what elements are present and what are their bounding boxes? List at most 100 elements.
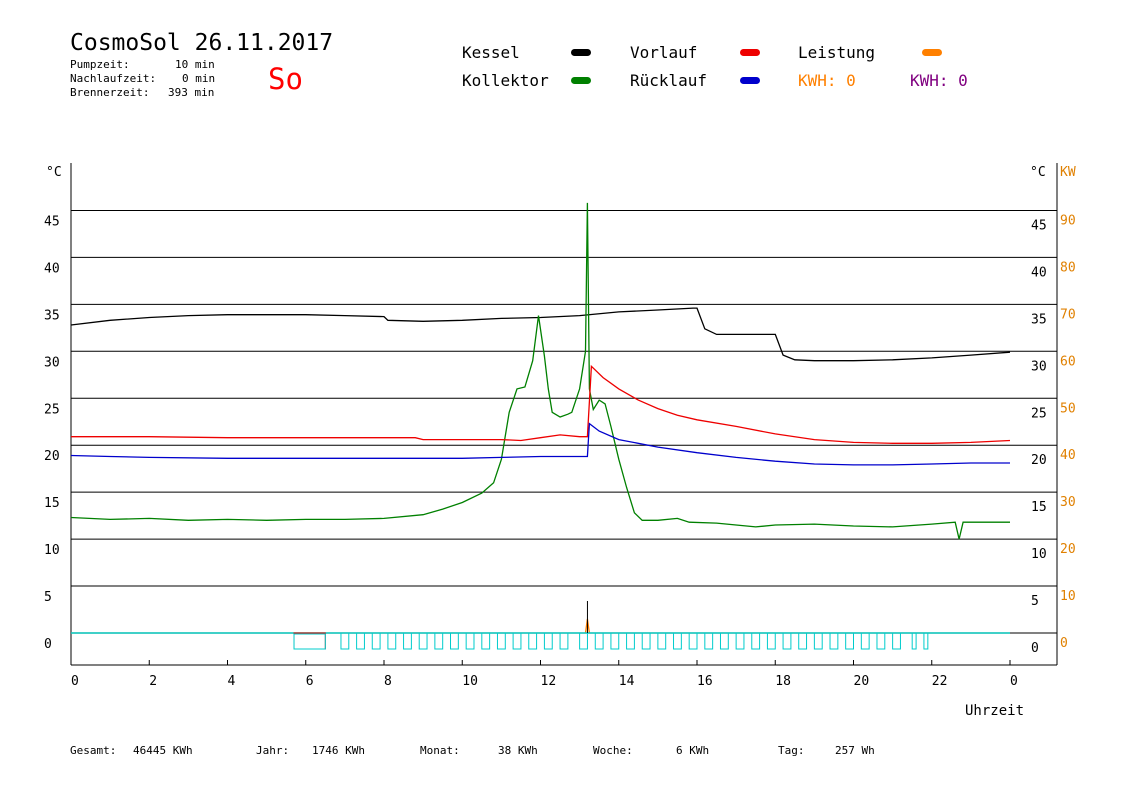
y-tick-left-0: 0 (44, 637, 52, 652)
x-tick-12: 12 (541, 674, 557, 689)
pump-block (579, 632, 588, 650)
legend-ruecklauf-label: Rücklauf (630, 71, 708, 90)
y-tick-left-20: 20 (44, 449, 60, 464)
x-tick-8: 8 (384, 674, 392, 689)
y-tick-right-30: 30 (1031, 359, 1047, 374)
jahr-value: 1746 KWh (312, 744, 365, 757)
pump-block (735, 632, 745, 650)
y-tick-right-0: 0 (1031, 641, 1039, 656)
pump-block (673, 632, 682, 650)
legend-kollektor-swatch (571, 77, 591, 84)
axes-layer (70, 163, 1058, 666)
pump-block (845, 632, 854, 650)
jahr-label: Jahr: (256, 744, 290, 757)
pump-block (876, 632, 886, 650)
x-tick-14: 14 (619, 674, 635, 689)
pump-block (657, 632, 667, 650)
pump-block (641, 632, 651, 650)
series-vorlauf (71, 364, 1011, 444)
series-leistung (71, 618, 1010, 634)
pump-block (481, 632, 491, 650)
x-tick-22: 22 (932, 674, 948, 689)
pump-block (626, 632, 635, 650)
y-tick-left-30: 30 (44, 355, 60, 370)
y2-tick-40: 40 (1060, 448, 1076, 463)
pumpzeit-label: Pumpzeit: (70, 58, 130, 71)
pump-block (704, 632, 714, 650)
tag-value: 257 Wh (835, 744, 875, 757)
pump-block (465, 632, 475, 650)
y-tick-left-10: 10 (44, 543, 60, 558)
y-tick-left-35: 35 (44, 308, 60, 323)
weekday-label: So (268, 62, 303, 96)
x-tick-16: 16 (697, 674, 713, 689)
legend-kessel-label: Kessel (462, 43, 520, 62)
monat-label: Monat: (420, 744, 460, 757)
gesamt-value: 46445 KWh (133, 744, 193, 757)
y2-tick-80: 80 (1060, 260, 1076, 275)
legend-vorlauf-label: Vorlauf (630, 43, 698, 62)
series-rcklauf (70, 422, 1010, 466)
pump-block (751, 632, 761, 650)
pump-block (387, 632, 397, 650)
pump-block (594, 632, 604, 650)
nachlaufzeit-label: Nachlaufzeit: (70, 72, 157, 85)
pump-block (528, 632, 538, 650)
grid-layer (71, 209, 1057, 634)
x-tick-2: 2 (149, 674, 157, 689)
y-tick-right-10: 10 (1031, 547, 1047, 562)
y2-tick-90: 90 (1060, 213, 1076, 228)
x-tick-0: 0 (71, 674, 79, 689)
y-tick-left-5: 5 (44, 590, 52, 605)
pump-block (293, 632, 326, 650)
legend-leistung-swatch (922, 49, 942, 56)
pump-block (829, 632, 839, 650)
pump-block (559, 632, 569, 650)
pump-block (403, 632, 412, 650)
x-tick-18: 18 (775, 674, 791, 689)
chart-title: CosmoSol 26.11.2017 (70, 30, 334, 56)
y2-axis-unit: KW (1060, 165, 1076, 180)
y-tick-right-35: 35 (1031, 312, 1047, 327)
legend-leistung-label: Leistung (798, 43, 876, 62)
pump-block (923, 632, 929, 650)
y-tick-right-15: 15 (1031, 500, 1047, 515)
pump-block (688, 632, 698, 650)
pump-block (860, 632, 870, 650)
legend-kwh-orange: KWH: 0 (798, 71, 856, 90)
y-tick-right-25: 25 (1031, 406, 1047, 421)
y-tick-left-25: 25 (44, 402, 60, 417)
y-axis-unit-left: °C (46, 165, 62, 180)
pump-block (766, 632, 776, 650)
brennerzeit-value: 393 min (168, 86, 215, 99)
pump-block (371, 632, 381, 650)
x-tick-0: 0 (1010, 674, 1018, 689)
pump-block (434, 632, 444, 650)
y-tick-right-45: 45 (1031, 218, 1047, 233)
woche-value: 6 KWh (676, 744, 710, 757)
pump-block (340, 632, 350, 650)
pump-block (610, 632, 620, 650)
legend-kessel-swatch (571, 49, 591, 56)
y2-tick-60: 60 (1060, 354, 1076, 369)
pump-block-outline (293, 633, 326, 650)
series-kollektor (70, 202, 1010, 540)
y-tick-right-40: 40 (1031, 265, 1047, 280)
y-tick-right-5: 5 (1031, 594, 1039, 609)
pump-block (892, 632, 901, 650)
y-tick-right-20: 20 (1031, 453, 1047, 468)
pump-block (798, 632, 808, 650)
pump-block (911, 632, 917, 650)
x-axis-label: Uhrzeit (965, 703, 1024, 719)
series-layer (70, 202, 1011, 650)
pump-block (450, 632, 459, 650)
x-tick-4: 4 (228, 674, 236, 689)
y-tick-left-15: 15 (44, 496, 60, 511)
pumpzeit-value: 10 min (175, 58, 215, 71)
y-axis-unit-right: °C (1030, 165, 1046, 180)
pump-block (813, 632, 823, 650)
woche-label: Woche: (593, 744, 633, 757)
y2-tick-10: 10 (1060, 589, 1076, 604)
